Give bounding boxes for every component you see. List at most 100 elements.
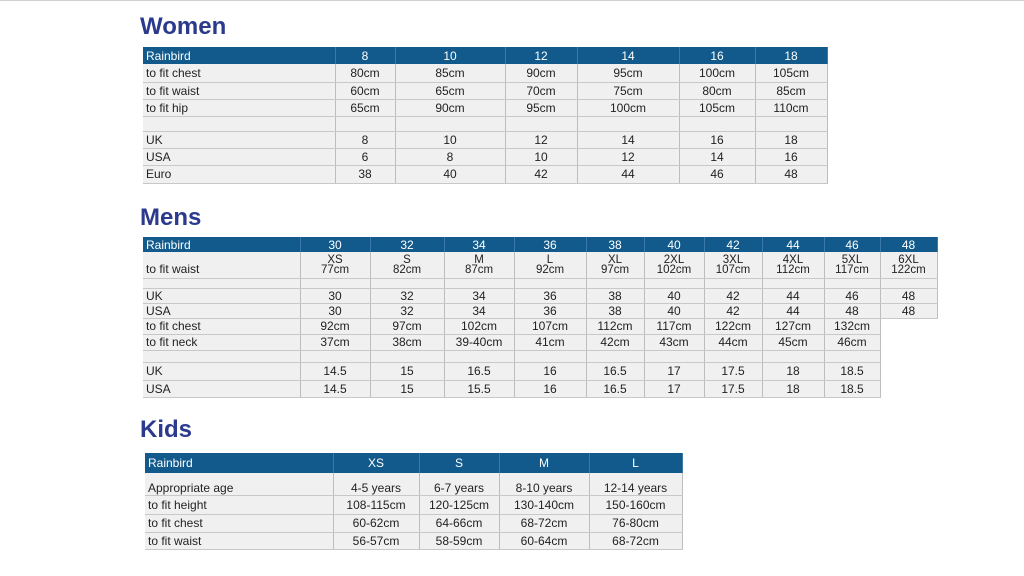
table-cell: 14 bbox=[577, 131, 680, 149]
table-cell: 46 bbox=[824, 288, 881, 304]
table-cell bbox=[824, 278, 881, 289]
waist-value: 117cm bbox=[835, 263, 869, 276]
table-row: to fit waist XS 77cm S 82cm M 87cm L 92cm XL… bbox=[143, 252, 938, 279]
table-cell: 48 bbox=[880, 303, 938, 319]
table-cell: 5XL 117cm bbox=[824, 252, 881, 279]
table-cell: 64-66cm bbox=[419, 514, 500, 533]
table-cell: 12 bbox=[577, 148, 680, 166]
header-cell: 30 bbox=[300, 237, 371, 252]
mens-title: Mens bbox=[140, 204, 202, 231]
table-cell bbox=[762, 278, 825, 289]
table-cell: 56-57cm bbox=[333, 532, 420, 550]
table-row: Appropriate age 4-5 years 6-7 years 8-10… bbox=[145, 473, 683, 496]
table-row: UK 14.5 15 16.5 16 16.5 17 17.5 18 18.5 bbox=[143, 362, 937, 381]
header-cell: 18 bbox=[755, 47, 828, 64]
row-label: USA bbox=[143, 148, 336, 166]
header-cell: 36 bbox=[514, 237, 587, 252]
table-cell: 3XL 107cm bbox=[704, 252, 763, 279]
size-code: S bbox=[403, 253, 411, 266]
waist-value: 77cm bbox=[320, 263, 350, 276]
table-cell: 97cm bbox=[370, 318, 445, 335]
table-cell: 16 bbox=[514, 362, 587, 381]
table-cell: 48 bbox=[880, 288, 938, 304]
header-cell: 12 bbox=[505, 47, 578, 64]
table-cell: 6XL 122cm bbox=[880, 252, 938, 279]
table-cell bbox=[644, 350, 705, 363]
table-cell: 34 bbox=[444, 303, 515, 319]
table-cell: 105cm bbox=[755, 64, 828, 83]
table-cell: 110cm bbox=[755, 99, 828, 117]
table-header-row: Rainbird 8 10 12 14 16 18 bbox=[143, 47, 828, 64]
waist-value: 82cm bbox=[392, 263, 422, 276]
table-cell: 17.5 bbox=[704, 362, 763, 381]
row-label: UK bbox=[143, 131, 336, 149]
row-label: UK bbox=[143, 288, 301, 304]
row-label: to fit height bbox=[145, 495, 334, 515]
empty-cell bbox=[880, 362, 937, 380]
table-cell: 70cm bbox=[505, 82, 578, 100]
header-cell: 44 bbox=[762, 237, 825, 252]
row-label: Appropriate age bbox=[145, 473, 334, 496]
table-cell: 12-14 years bbox=[589, 473, 683, 496]
table-row: USA 30 32 34 36 38 40 42 44 48 48 bbox=[143, 303, 938, 319]
table-cell: 17.5 bbox=[704, 380, 763, 398]
table-cell: 43cm bbox=[644, 334, 705, 351]
row-label: to fit waist bbox=[145, 532, 334, 550]
size-code: L bbox=[546, 253, 554, 266]
table-cell: 32 bbox=[370, 288, 445, 304]
table-cell bbox=[755, 116, 828, 132]
table-cell bbox=[505, 116, 578, 132]
size-code: 5XL bbox=[841, 253, 863, 266]
table-header-row: Rainbird 30 32 34 36 38 40 42 44 46 48 bbox=[143, 237, 938, 252]
table-cell: 2XL 102cm bbox=[644, 252, 705, 279]
table-cell: 127cm bbox=[762, 318, 825, 335]
table-cell: 60-62cm bbox=[333, 514, 420, 533]
table-cell: 14.5 bbox=[300, 380, 371, 398]
table-cell bbox=[370, 278, 445, 289]
header-cell: 48 bbox=[880, 237, 938, 252]
table-cell: 65cm bbox=[395, 82, 506, 100]
table-cell: L 92cm bbox=[514, 252, 587, 279]
table-row: to fit chest 60-62cm 64-66cm 68-72cm 76-… bbox=[145, 514, 683, 533]
table-cell: 39-40cm bbox=[444, 334, 515, 351]
table-cell: 8 bbox=[335, 131, 396, 149]
table-cell: 15 bbox=[370, 362, 445, 381]
row-label: to fit chest bbox=[143, 64, 336, 83]
table-row: UK 30 32 34 36 38 40 42 44 46 48 bbox=[143, 288, 938, 304]
table-cell: 44 bbox=[762, 303, 825, 319]
table-cell: 44cm bbox=[704, 334, 763, 351]
table-cell: 14.5 bbox=[300, 362, 371, 381]
table-cell: 38 bbox=[335, 165, 396, 184]
waist-value: 102cm bbox=[656, 263, 692, 276]
table-cell: 18 bbox=[755, 131, 828, 149]
table-cell: 42cm bbox=[586, 334, 645, 351]
row-label: to fit hip bbox=[143, 99, 336, 117]
empty-cell bbox=[880, 350, 937, 362]
table-cell bbox=[514, 350, 587, 363]
header-cell: Rainbird bbox=[145, 453, 334, 473]
table-cell: 38cm bbox=[370, 334, 445, 351]
table-cell: 30 bbox=[300, 288, 371, 304]
table-cell: 42 bbox=[704, 303, 763, 319]
table-cell: 68-72cm bbox=[589, 532, 683, 550]
row-label: to fit neck bbox=[143, 334, 301, 351]
table-cell bbox=[679, 116, 756, 132]
table-row: to fit chest 80cm 85cm 90cm 95cm 100cm 1… bbox=[143, 64, 828, 83]
table-cell bbox=[335, 116, 396, 132]
table-cell: 45cm bbox=[762, 334, 825, 351]
table-cell: 85cm bbox=[395, 64, 506, 83]
table-cell: 92cm bbox=[300, 318, 371, 335]
spacer-row bbox=[143, 116, 828, 132]
size-code: 6XL bbox=[898, 253, 919, 266]
row-label: USA bbox=[143, 380, 301, 398]
kids-size-table: Rainbird XS S M L Appropriate age 4-5 ye… bbox=[145, 453, 683, 550]
table-cell: 16.5 bbox=[444, 362, 515, 381]
header-cell: 10 bbox=[395, 47, 506, 64]
waist-value: 112cm bbox=[776, 263, 810, 276]
table-cell: 44 bbox=[577, 165, 680, 184]
table-cell: 85cm bbox=[755, 82, 828, 100]
header-cell: Rainbird bbox=[143, 237, 301, 252]
header-cell: M bbox=[499, 453, 590, 473]
table-cell: 40 bbox=[395, 165, 506, 184]
table-cell: 48 bbox=[824, 303, 881, 319]
